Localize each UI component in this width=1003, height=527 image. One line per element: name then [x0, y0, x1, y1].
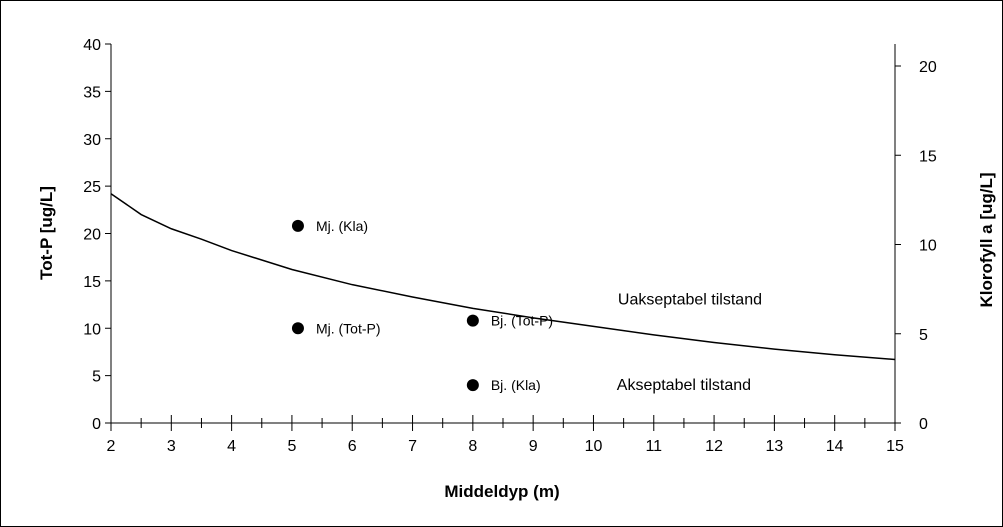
y-left-tick-label: 25: [83, 179, 101, 196]
x-tick-label: 7: [408, 438, 417, 455]
y-left-tick-label: 40: [83, 37, 101, 54]
x-tick-label: 8: [468, 438, 477, 455]
data-point: [466, 379, 479, 392]
y-axis-title-left: Tot-P [ug/L]: [37, 186, 56, 280]
axes-group: 2 3 4 5 6 7 8 9 10 11 12 13 14 15 0 5 10 15 20 25 30 35 40 0 5 10…: [83, 37, 937, 455]
x-tick-label: 14: [826, 438, 844, 455]
labels-group: Middeldyp (m) Tot-P [ug/L] Klorofyll a […: [37, 172, 996, 501]
y-right-tick-label: 15: [919, 148, 937, 165]
data-point: [291, 322, 304, 335]
y-left-tick-label: 20: [83, 227, 101, 244]
y-left-tick-label: 5: [92, 369, 101, 386]
y-axis-title-right: Klorofyll a [ug/L]: [977, 172, 996, 307]
x-tick-label: 10: [585, 438, 603, 455]
y-left-tick-label: 15: [83, 274, 101, 291]
x-tick-label: 15: [886, 438, 904, 455]
x-tick-label: 11: [645, 438, 662, 455]
x-tick-label: 9: [529, 438, 538, 455]
data-point-label: Mj. (Tot-P): [316, 320, 381, 336]
data-point: [466, 314, 479, 327]
data-point-label: Bj. (Kla): [491, 377, 541, 393]
x-tick-label: 12: [705, 438, 723, 455]
x-tick-label: 6: [348, 438, 357, 455]
y-right-tick-label: 20: [919, 59, 937, 76]
x-tick-label: 5: [287, 438, 296, 455]
y-left-tick-label: 35: [83, 84, 101, 101]
data-point-label: Bj. (Tot-P): [491, 313, 553, 329]
y-left-tick-label: 0: [92, 416, 101, 433]
x-tick-label: 3: [167, 438, 176, 455]
y-left-tick-label: 10: [83, 321, 101, 338]
zone-annotation: Akseptabel tilstand: [617, 377, 751, 394]
data-point-label: Mj. (Kla): [316, 218, 368, 234]
y-right-tick-label: 5: [919, 327, 928, 344]
zone-annotation: Uakseptabel tilstand: [618, 292, 762, 309]
boundary-curve: [110, 193, 896, 361]
x-tick-label: 13: [765, 438, 783, 455]
data-point: [291, 219, 304, 232]
y-right-tick-label: 0: [919, 416, 928, 433]
x-axis-title: Middeldyp (m): [444, 482, 559, 501]
x-tick-label: 4: [227, 438, 236, 455]
y-left-tick-label: 30: [83, 132, 101, 149]
x-tick-label: 2: [107, 438, 116, 455]
marks-group: Mj. (Kla) Mj. (Tot-P) Bj. (Tot-P) Bj. (Kla)…: [110, 193, 896, 394]
y-right-tick-label: 10: [919, 238, 937, 255]
